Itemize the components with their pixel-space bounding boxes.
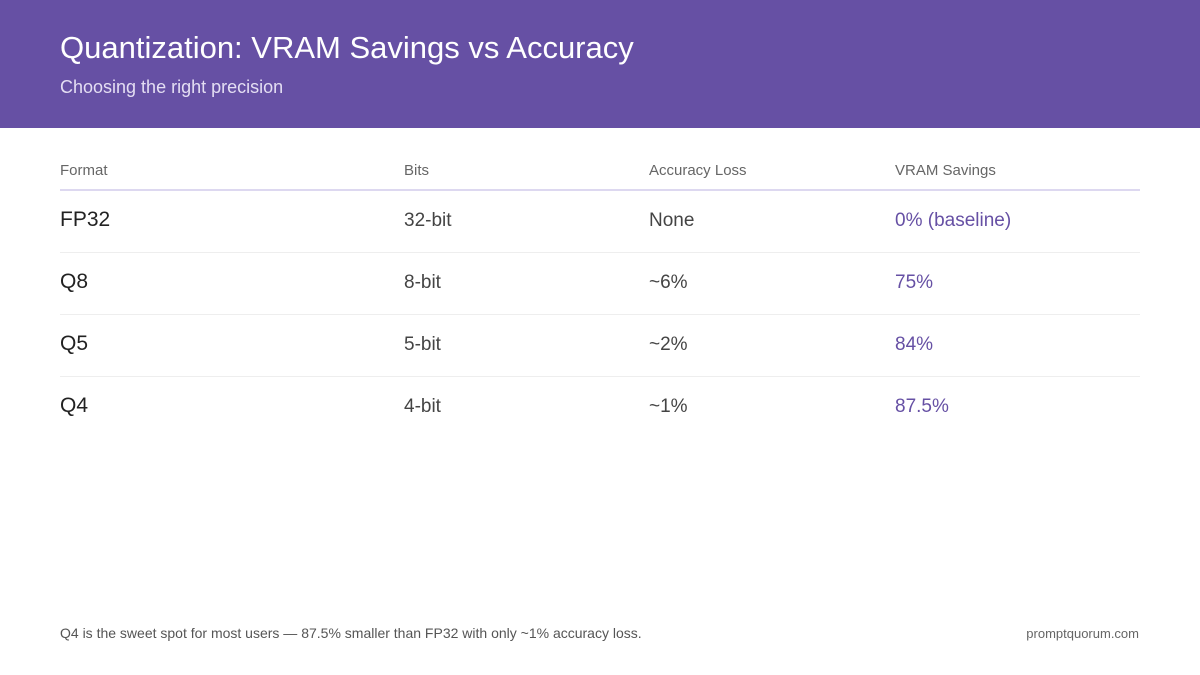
footer-note: Q4 is the sweet spot for most users — 87… [60,625,642,641]
column-header-accuracy-loss: Accuracy Loss [649,162,747,179]
header-banner: Quantization: VRAM Savings vs Accuracy C… [0,0,1200,128]
bits-cell: 8-bit [404,272,441,293]
format-cell: Q5 [60,332,89,355]
accuracy-loss-cell: ~6% [649,272,688,293]
table-row: Q5 5-bit ~2% 84% [60,315,1140,377]
vram-savings-cell: 0% (baseline) [895,210,1012,231]
table-row: FP32 32-bit None 0% (baseline) [60,191,1140,253]
bits-cell: 4-bit [404,396,441,417]
bits-cell: 5-bit [404,334,441,355]
format-cell: Q8 [60,270,89,293]
comparison-table: Format Bits Accuracy Loss VRAM Savings F… [60,150,1140,439]
table-row: Q8 8-bit ~6% 75% [60,253,1140,315]
column-header-bits: Bits [404,162,430,179]
table-row: Q4 4-bit ~1% 87.5% [60,377,1140,439]
bits-cell: 32-bit [404,210,452,231]
vram-savings-cell: 87.5% [895,396,949,417]
accuracy-loss-cell: None [649,210,695,231]
vram-savings-cell: 75% [895,272,934,293]
vram-savings-cell: 84% [895,334,934,355]
column-header-format: Format [60,162,108,179]
format-cell: FP32 [60,208,111,231]
accuracy-loss-cell: ~2% [649,334,688,355]
footer-site-credit: promptquorum.com [1026,626,1139,641]
accuracy-loss-cell: ~1% [649,396,688,417]
page-title: Quantization: VRAM Savings vs Accuracy [60,30,634,65]
column-header-vram-savings: VRAM Savings [895,162,996,179]
format-cell: Q4 [60,394,89,417]
page-subtitle: Choosing the right precision [60,77,284,97]
table-header-row: Format Bits Accuracy Loss VRAM Savings [60,150,1140,191]
